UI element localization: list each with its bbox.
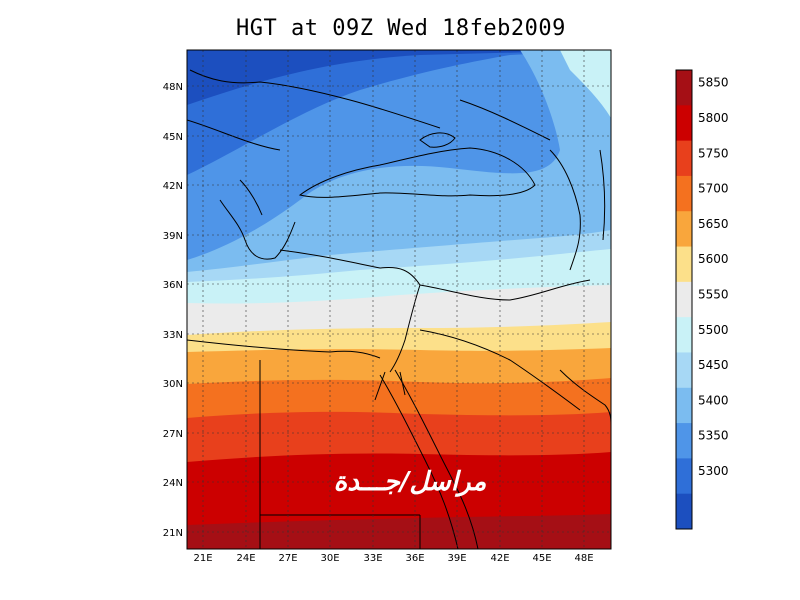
colorbar-label: 5400 (698, 393, 729, 407)
colorbar-swatch (676, 246, 692, 283)
lat-tick: 33N (163, 330, 183, 341)
grid-lines (187, 50, 611, 549)
lat-tick: 21N (163, 528, 183, 539)
colorbar-swatch (676, 140, 692, 177)
lat-axis: 48N 45N 42N 39N 36N 33N 30N 27N 24N 21N (163, 82, 183, 539)
coastlines (187, 69, 611, 549)
colorbar-label: 5350 (698, 429, 729, 443)
lat-tick: 36N (163, 280, 183, 291)
lat-tick: 48N (163, 82, 183, 93)
lat-tick: 45N (163, 132, 183, 143)
height-field (187, 50, 611, 549)
colorbar-swatch (676, 352, 692, 389)
colorbar-swatch (676, 105, 692, 142)
colorbar-label: 5450 (698, 358, 729, 372)
band-5500-upper (560, 50, 611, 118)
lat-tick: 39N (163, 231, 183, 242)
colorbar: 5850 5800 5750 5700 5650 5600 5550 5500 5450 5400… (675, 69, 729, 530)
lon-tick: 48E (574, 553, 593, 564)
lon-tick: 21E (193, 553, 212, 564)
lon-axis: 21E 24E 27E 30E 33E 36E 39E 42E 45E 48E (193, 553, 593, 564)
colorbar-swatch (676, 493, 692, 530)
colorbar-swatch (676, 211, 692, 248)
map-title: HGT at 09Z Wed 18feb2009 (236, 16, 566, 41)
colorbar-swatch (676, 70, 692, 106)
lon-tick: 36E (405, 553, 424, 564)
lon-tick: 30E (320, 553, 339, 564)
colorbar-label: 5800 (698, 111, 729, 125)
colorbar-label: 5750 (698, 146, 729, 160)
lon-tick: 42E (490, 553, 509, 564)
colorbar-swatch (676, 281, 692, 318)
colorbar-swatch (676, 317, 692, 353)
lon-tick: 27E (278, 553, 297, 564)
colorbar-swatch (676, 387, 692, 424)
lon-tick: 39E (447, 553, 466, 564)
colorbar-swatch (676, 423, 692, 459)
lat-tick: 24N (163, 478, 183, 489)
colorbar-label: 5500 (698, 323, 729, 337)
colorbar-label: 5600 (698, 252, 729, 266)
map-frame (186, 49, 612, 550)
watermark-text: مراسل/جـــدة (334, 467, 487, 497)
colorbar-label: 5300 (698, 464, 729, 478)
lat-tick: 42N (163, 181, 183, 192)
colorbar-label: 5650 (698, 217, 729, 231)
band-5900 (187, 514, 611, 549)
colorbar-label: 5850 (698, 76, 729, 90)
lon-tick: 33E (363, 553, 382, 564)
lon-tick: 45E (532, 553, 551, 564)
colorbar-label: 5700 (698, 182, 729, 196)
lat-tick: 30N (163, 379, 183, 390)
lon-tick: 24E (236, 553, 255, 564)
colorbar-swatch (676, 175, 692, 212)
colorbar-label: 5550 (698, 288, 729, 302)
colorbar-swatch (676, 458, 692, 495)
lat-tick: 27N (163, 429, 183, 440)
colorbar-frame (675, 69, 693, 530)
